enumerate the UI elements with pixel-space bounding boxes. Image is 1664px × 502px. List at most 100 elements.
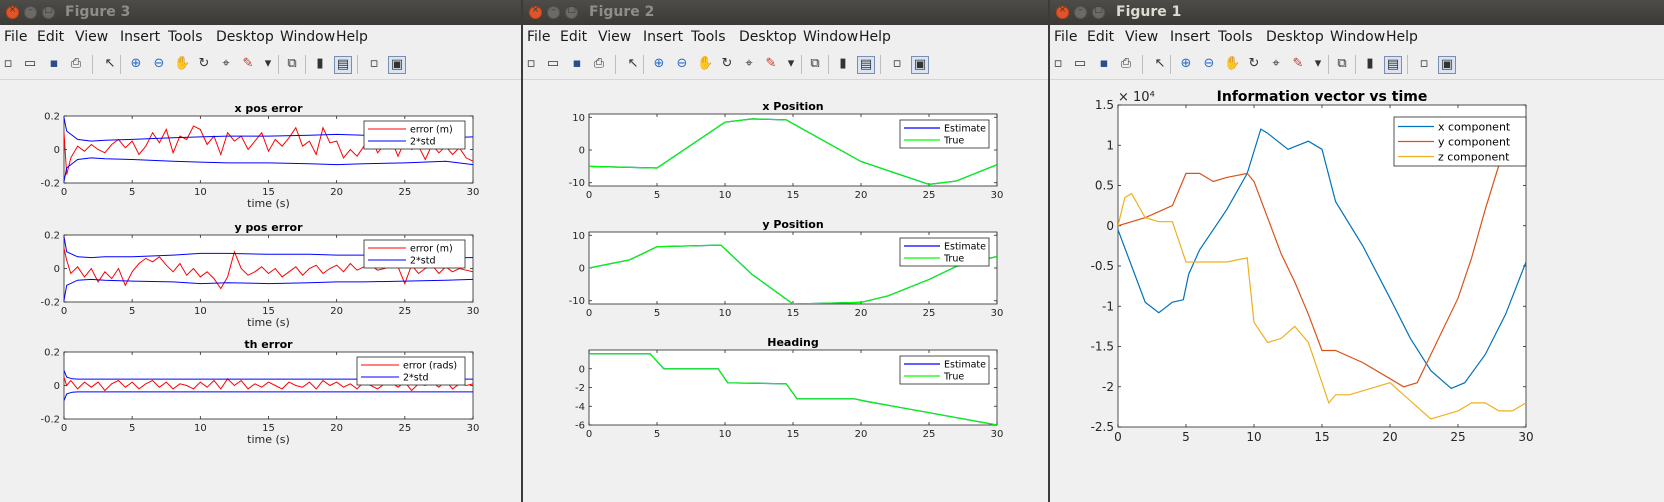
- save-icon[interactable]: ▪: [572, 56, 582, 71]
- close-button[interactable]: ×: [529, 5, 542, 19]
- legend-icon[interactable]: ▤: [1384, 56, 1402, 74]
- link-plot-icon[interactable]: ⧉: [1337, 56, 1347, 71]
- print-icon[interactable]: ⎙: [1120, 56, 1132, 71]
- minimize-button[interactable]: –: [547, 5, 560, 19]
- rotate-3d-icon[interactable]: ↻: [721, 56, 733, 71]
- menu-file[interactable]: File: [4, 29, 28, 45]
- brush-icon[interactable]: ✎: [765, 56, 777, 71]
- link-plot-icon[interactable]: ⧉: [287, 56, 297, 71]
- menu-help[interactable]: Help: [1386, 29, 1418, 45]
- title-bar[interactable]: × – □ Figure 1: [1050, 0, 1664, 25]
- minimize-button[interactable]: –: [1074, 5, 1087, 19]
- new-file-icon[interactable]: ▫: [3, 56, 13, 71]
- legend[interactable]: x component y component z component: [1393, 116, 1527, 167]
- data-cursor-icon[interactable]: ⌖: [222, 56, 230, 71]
- link-plot-icon[interactable]: ⧉: [810, 56, 820, 71]
- menu-window[interactable]: Window: [1330, 29, 1386, 45]
- menu-desktop[interactable]: Desktop: [1266, 29, 1324, 45]
- show-plot-tools-icon[interactable]: ▣: [911, 56, 929, 74]
- title-bar[interactable]: × – □ Figure 3: [0, 0, 521, 25]
- zoom-in-icon[interactable]: ⊕: [130, 56, 142, 71]
- menu-tools[interactable]: Tools: [1218, 29, 1253, 45]
- zoom-out-icon[interactable]: ⊖: [676, 56, 688, 71]
- print-icon[interactable]: ⎙: [70, 56, 82, 71]
- figure-3-window[interactable]: × – □ Figure 3 File Edit View Insert Tools De…: [0, 0, 521, 502]
- legend[interactable]: error (rads)2*std: [356, 356, 466, 386]
- zoom-out-icon[interactable]: ⊖: [1203, 56, 1215, 71]
- menu-insert[interactable]: Insert: [120, 29, 161, 45]
- new-file-icon[interactable]: ▫: [526, 56, 536, 71]
- open-folder-icon[interactable]: ▭: [23, 56, 37, 71]
- pointer-icon[interactable]: ↖: [627, 56, 639, 71]
- legend-icon[interactable]: ▤: [857, 56, 875, 74]
- legend[interactable]: error (m)2*std: [363, 120, 466, 150]
- pan-hand-icon[interactable]: ✋: [1224, 56, 1241, 71]
- hide-plot-tools-icon[interactable]: ▫: [1419, 56, 1429, 71]
- rotate-3d-icon[interactable]: ↻: [1248, 56, 1260, 71]
- pointer-icon[interactable]: ↖: [104, 56, 116, 71]
- menu-desktop[interactable]: Desktop: [216, 29, 274, 45]
- menu-view[interactable]: View: [1125, 29, 1159, 45]
- dropdown-arrow-icon[interactable]: ▾: [264, 56, 272, 71]
- menu-help[interactable]: Help: [859, 29, 891, 45]
- menu-edit[interactable]: Edit: [37, 29, 65, 45]
- pan-hand-icon[interactable]: ✋: [697, 56, 714, 71]
- maximize-button[interactable]: □: [42, 5, 55, 19]
- zoom-out-icon[interactable]: ⊖: [153, 56, 165, 71]
- pointer-icon[interactable]: ↖: [1154, 56, 1166, 71]
- close-button[interactable]: ×: [6, 5, 19, 19]
- legend-icon[interactable]: ▤: [334, 56, 352, 74]
- colorbar-icon[interactable]: ▮: [1366, 56, 1374, 71]
- open-folder-icon[interactable]: ▭: [546, 56, 560, 71]
- menu-window[interactable]: Window: [280, 29, 336, 45]
- menu-tools[interactable]: Tools: [168, 29, 203, 45]
- menu-view[interactable]: View: [75, 29, 109, 45]
- title-bar[interactable]: × – □ Figure 2: [523, 0, 1048, 25]
- colorbar-icon[interactable]: ▮: [839, 56, 847, 71]
- close-button[interactable]: ×: [1056, 5, 1069, 19]
- menu-file[interactable]: File: [1054, 29, 1078, 45]
- menu-edit[interactable]: Edit: [1087, 29, 1115, 45]
- save-icon[interactable]: ▪: [49, 56, 59, 71]
- maximize-button[interactable]: □: [565, 5, 578, 19]
- data-cursor-icon[interactable]: ⌖: [745, 56, 753, 71]
- hide-plot-tools-icon[interactable]: ▫: [369, 56, 379, 71]
- rotate-3d-icon[interactable]: ↻: [198, 56, 210, 71]
- brush-icon[interactable]: ✎: [1292, 56, 1304, 71]
- legend[interactable]: error (m)2*std: [363, 239, 466, 269]
- colorbar-icon[interactable]: ▮: [316, 56, 324, 71]
- show-plot-tools-icon[interactable]: ▣: [388, 56, 406, 74]
- data-cursor-icon[interactable]: ⌖: [1272, 56, 1280, 71]
- menu-view[interactable]: View: [598, 29, 632, 45]
- menu-insert[interactable]: Insert: [643, 29, 684, 45]
- open-folder-icon[interactable]: ▭: [1073, 56, 1087, 71]
- axes[interactable]: 0 5 10 15 20 25 30 1.5 1 0.5 0 -0.5 -1 -1.5 -2 -2.5 Info…: [1091, 89, 1534, 444]
- menu-insert[interactable]: Insert: [1170, 29, 1211, 45]
- figure-1-window[interactable]: × – □ Figure 1 File Edit View Insert Tools De…: [1050, 0, 1664, 502]
- menu-tools[interactable]: Tools: [691, 29, 726, 45]
- save-icon[interactable]: ▪: [1099, 56, 1109, 71]
- maximize-button[interactable]: □: [1092, 5, 1105, 19]
- brush-icon[interactable]: ✎: [242, 56, 254, 71]
- zoom-in-icon[interactable]: ⊕: [1180, 56, 1192, 71]
- dropdown-arrow-icon[interactable]: ▾: [1314, 56, 1322, 71]
- dropdown-arrow-icon[interactable]: ▾: [787, 56, 795, 71]
- print-icon[interactable]: ⎙: [593, 56, 605, 71]
- menu-help[interactable]: Help: [336, 29, 368, 45]
- menu-window[interactable]: Window: [803, 29, 859, 45]
- zoom-in-icon[interactable]: ⊕: [653, 56, 665, 71]
- figure-2-window[interactable]: × – □ Figure 2 File Edit View Insert Tools De…: [523, 0, 1048, 502]
- menu-edit[interactable]: Edit: [560, 29, 588, 45]
- menu-file[interactable]: File: [527, 29, 551, 45]
- menu-desktop[interactable]: Desktop: [739, 29, 797, 45]
- pan-hand-icon[interactable]: ✋: [174, 56, 191, 71]
